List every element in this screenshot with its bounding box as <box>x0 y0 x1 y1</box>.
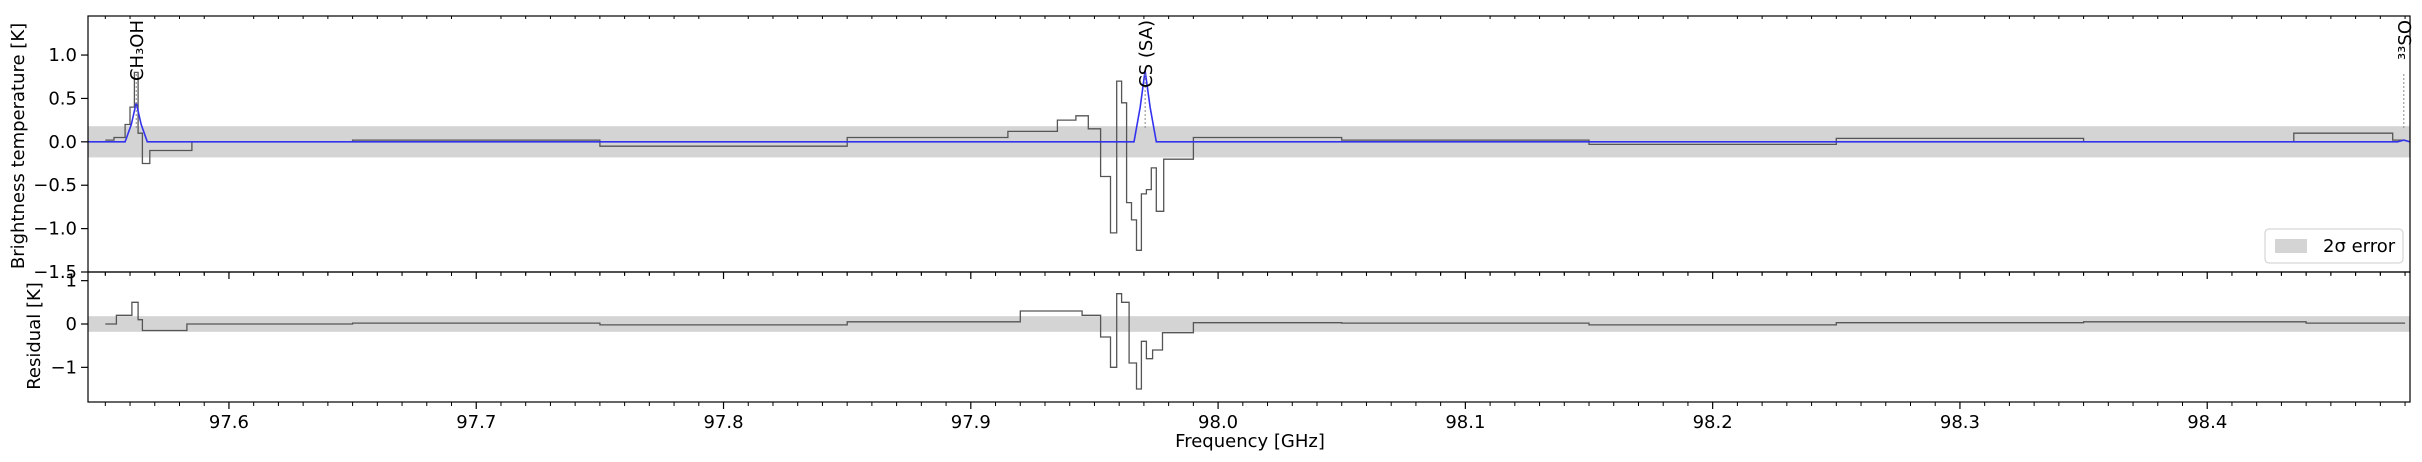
line-label: ³³SO <box>2395 20 2416 60</box>
x-tick-label: 98.2 <box>1693 412 1733 433</box>
error-band <box>88 316 2410 332</box>
x-tick-label: 98.4 <box>2187 412 2227 433</box>
line-label: CH₃OH <box>127 20 148 81</box>
x-tick-label: 97.9 <box>951 412 991 433</box>
residual-series <box>105 293 2406 390</box>
line-label: CS (SA) <box>1136 20 1157 88</box>
legend-swatch <box>2275 239 2307 253</box>
observed-series <box>105 71 2406 251</box>
y-tick-label: −1.5 <box>33 262 77 283</box>
y-tick-label: 1 <box>66 271 77 292</box>
x-tick-label: 97.8 <box>703 412 743 433</box>
x-tick-label: 97.6 <box>209 412 249 433</box>
legend-box <box>2264 228 2404 264</box>
x-tick-label: 97.7 <box>456 412 496 433</box>
spectrum-panel: −1.5 −1.0 −0.5 0.0 0.5 1.0 CH₃OH CS (SA) ³³SO 2σ … <box>33 15 2416 283</box>
y-tick-label: −1 <box>50 357 77 378</box>
residual-y-axis-label: Residual [K] <box>24 282 45 390</box>
legend-entry: 2σ error <box>2323 236 2396 257</box>
y-tick-label: −0.5 <box>33 175 77 196</box>
residual-panel: −1 0 1 97.6 97.7 97.8 97.9 98.0 98.1 98.2 98.3 98.4 <box>50 271 2411 433</box>
y-tick-label: 0.5 <box>48 88 77 109</box>
x-tick-label: 98.3 <box>1940 412 1980 433</box>
spectrum-y-axis-label: Brightness temperature [K] <box>8 23 29 269</box>
plot-frame <box>87 271 2411 403</box>
y-tick-label: −1.0 <box>33 219 77 240</box>
y-tick-label: 0 <box>66 314 77 335</box>
x-tick-label: 98.0 <box>1198 412 1238 433</box>
y-tick-label: 1.0 <box>48 45 77 66</box>
model-series <box>88 70 2410 143</box>
x-axis-label: Frequency [GHz] <box>1175 431 1325 452</box>
x-tick-label: 98.1 <box>1445 412 1485 433</box>
y-tick-label: 0.0 <box>48 132 77 153</box>
